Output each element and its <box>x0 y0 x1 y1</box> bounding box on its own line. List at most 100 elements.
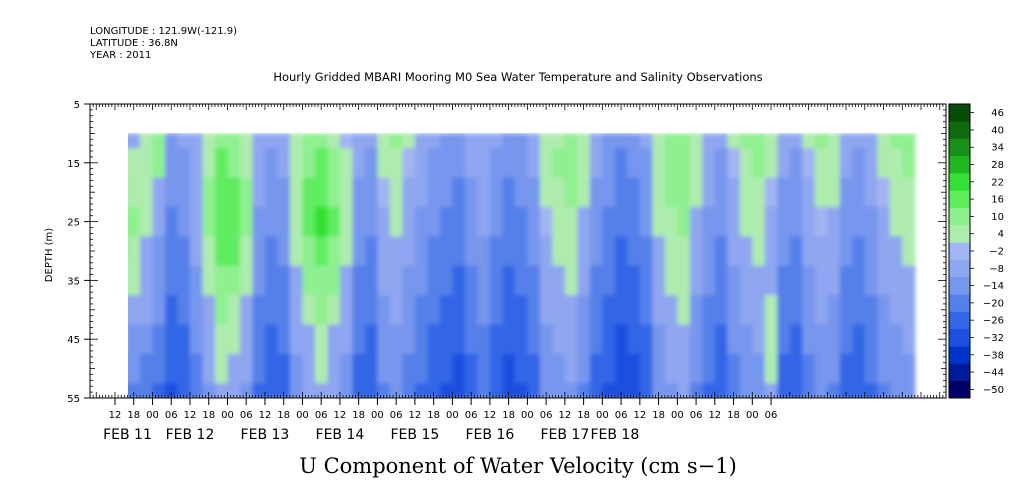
heatmap-cell <box>802 133 816 149</box>
heatmap-cell <box>589 353 603 384</box>
heatmap-cell <box>889 324 903 355</box>
heatmap-cell <box>264 148 279 179</box>
heatmap-cell <box>639 177 653 208</box>
heatmap-cell <box>802 148 816 179</box>
heatmap-cell <box>902 133 916 149</box>
heatmap-cell <box>439 148 453 179</box>
heatmap-cell <box>239 236 254 267</box>
heatmap-cell <box>602 206 616 237</box>
heatmap-cell <box>128 295 141 326</box>
heatmap-cell <box>327 383 341 398</box>
heatmap-cell <box>164 324 179 355</box>
x-tick-label: 06 <box>315 410 328 421</box>
heatmap-cell <box>152 236 166 267</box>
heatmap-cell <box>727 206 741 237</box>
heatmap-cell <box>527 295 541 326</box>
heatmap-cell <box>264 295 279 326</box>
heatmap-cell <box>202 265 216 296</box>
heatmap-cell <box>277 236 291 267</box>
heatmap-cell <box>564 148 578 179</box>
heatmap-cell <box>477 133 491 149</box>
heatmap-cell <box>839 383 853 398</box>
heatmap-cell <box>202 236 216 267</box>
x-date-label: FEB 14 <box>316 427 365 443</box>
heatmap-cell <box>139 206 154 237</box>
colorbar-label: 34 <box>991 143 1004 154</box>
heatmap-cell <box>128 383 141 398</box>
heatmap-cell <box>639 324 653 355</box>
heatmap-cell <box>652 206 666 237</box>
heatmap-cell <box>389 383 404 398</box>
heatmap-cell <box>302 177 316 208</box>
heatmap-cell <box>277 383 291 398</box>
heatmap-cell <box>664 177 678 208</box>
heatmap-cell <box>189 265 204 296</box>
heatmap-cell <box>552 206 566 237</box>
heatmap-cell <box>364 236 379 267</box>
heatmap-cell <box>664 133 678 149</box>
heatmap-cell <box>789 177 803 208</box>
heatmap-cell <box>452 324 466 355</box>
heatmap-cell <box>464 133 478 149</box>
heatmap-cell <box>902 383 916 398</box>
heatmap-cell <box>727 324 741 355</box>
x-tick-label: 06 <box>165 410 178 421</box>
heatmap-cell <box>364 206 379 237</box>
colorbar-swatch <box>949 346 970 364</box>
heatmap-cell <box>128 133 129 149</box>
heatmap-cell <box>689 133 703 149</box>
heatmap-cell <box>714 148 728 179</box>
heatmap-cell <box>264 265 279 296</box>
heatmap-cell <box>377 236 391 267</box>
heatmap-cell <box>164 177 179 208</box>
heatmap-cell <box>277 295 291 326</box>
heatmap-cell <box>889 383 903 398</box>
heatmap-cell <box>214 177 229 208</box>
heatmap-cell <box>514 206 528 237</box>
heatmap-cell <box>714 324 728 355</box>
heatmap-cell <box>239 265 254 296</box>
heatmap-cell <box>427 236 441 267</box>
heatmap-cell <box>814 177 828 208</box>
heatmap-cell <box>889 295 903 326</box>
heatmap-cell <box>289 148 304 179</box>
heatmap-cell <box>302 383 316 398</box>
heatmap-cell <box>564 265 578 296</box>
heatmap-cell <box>789 148 803 179</box>
heatmap-cell <box>214 324 229 355</box>
heatmap-cell <box>464 148 478 179</box>
heatmap-cell <box>414 383 429 398</box>
heatmap-cell <box>302 236 316 267</box>
heatmap-cell <box>189 236 204 267</box>
heatmap-cell <box>577 383 591 398</box>
heatmap-cell <box>777 206 791 237</box>
heatmap-cell <box>227 177 241 208</box>
heatmap-cell <box>702 206 716 237</box>
heatmap-cell <box>514 383 528 398</box>
x-tick-label: 18 <box>577 410 590 421</box>
heatmap-cell <box>252 383 266 398</box>
heatmap-cell <box>314 177 329 208</box>
heatmap-cell <box>689 295 703 326</box>
heatmap-cell <box>752 265 766 296</box>
heatmap-cell <box>614 353 628 384</box>
heatmap-cell <box>214 295 229 326</box>
heatmap-cell <box>339 236 354 267</box>
heatmap-cell <box>589 265 603 296</box>
x-tick-label: 00 <box>746 410 759 421</box>
heatmap-cell <box>552 236 566 267</box>
heatmap-cell <box>364 324 379 355</box>
heatmap-cell <box>414 324 429 355</box>
heatmap-cell <box>839 265 853 296</box>
heatmap-cell <box>527 236 541 267</box>
heatmap-cell <box>739 206 753 237</box>
colorbar-label: −38 <box>983 350 1004 361</box>
heatmap-cell <box>814 383 828 398</box>
heatmap-cell <box>627 295 641 326</box>
heatmap-cell <box>827 353 841 384</box>
y-tick-label: 55 <box>67 394 80 405</box>
heatmap-cell <box>652 265 666 296</box>
heatmap-cell <box>402 265 416 296</box>
heatmap-cell <box>214 265 229 296</box>
